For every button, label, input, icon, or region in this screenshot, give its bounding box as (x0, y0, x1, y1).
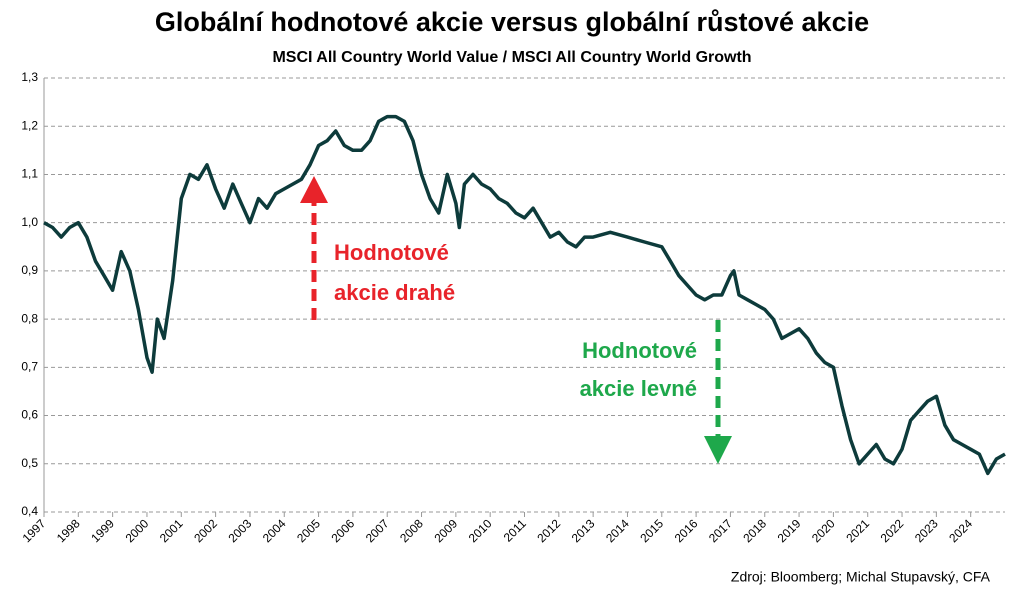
x-tick-label: 2007 (363, 516, 392, 545)
y-tick-label: 1,3 (21, 70, 38, 84)
x-tick-label: 2024 (946, 516, 975, 545)
x-tick-label: 2020 (809, 516, 838, 545)
x-tick-label: 2015 (637, 516, 666, 545)
x-tick-label: 2003 (226, 516, 255, 545)
annotation: akcie levné (580, 376, 697, 401)
y-tick-label: 0,8 (21, 311, 38, 325)
chart-subtitle: MSCI All Country World Value / MSCI All … (272, 49, 751, 66)
annotation: akcie drahé (334, 280, 455, 305)
y-tick-label: 0,9 (21, 263, 38, 277)
x-tick-label: 2021 (843, 516, 872, 545)
x-tick-label: 2001 (157, 516, 186, 545)
annotation: Hodnotové (334, 240, 449, 265)
source-note: Zdroj: Bloomberg; Michal Stupavský, CFA (731, 569, 991, 585)
x-tick-label: 1997 (20, 516, 49, 545)
arrow-head (300, 176, 328, 203)
x-tick-label: 2000 (123, 516, 152, 545)
y-tick-label: 1,1 (21, 167, 38, 181)
x-tick-label: 2005 (294, 516, 323, 545)
x-tick-label: 2011 (501, 516, 529, 544)
y-tick-label: 0,7 (21, 360, 38, 374)
y-tick-label: 1,2 (21, 118, 38, 132)
arrow-head (704, 436, 732, 464)
x-tick-label: 2009 (431, 516, 460, 545)
x-tick-label: 2008 (397, 516, 426, 545)
x-tick-label: 2013 (569, 516, 598, 545)
x-tick-label: 2014 (603, 516, 632, 545)
x-tick-label: 2018 (740, 516, 769, 545)
x-tick-label: 2023 (912, 516, 941, 545)
x-tick-label: 1999 (88, 516, 117, 545)
x-tick-label: 2017 (706, 516, 735, 545)
series-line (43, 114, 1006, 476)
x-tick-label: 2002 (191, 516, 220, 545)
annotation: Hodnotové (582, 338, 697, 363)
x-tick-label: 2016 (672, 516, 701, 545)
x-tick-label: 1998 (54, 516, 83, 545)
x-tick-label: 2019 (775, 516, 804, 545)
y-tick-label: 0,6 (21, 408, 38, 422)
chart-title: Globální hodnotové akcie versus globální… (155, 7, 869, 37)
y-tick-label: 1,0 (21, 215, 38, 229)
x-tick-label: 2006 (328, 516, 357, 545)
y-tick-label: 0,4 (21, 504, 38, 518)
x-tick-label: 2010 (466, 516, 495, 545)
y-tick-label: 0,5 (21, 456, 38, 470)
x-tick-label: 2022 (878, 516, 907, 545)
x-tick-label: 2004 (260, 516, 289, 545)
x-tick-label: 2012 (534, 516, 563, 545)
